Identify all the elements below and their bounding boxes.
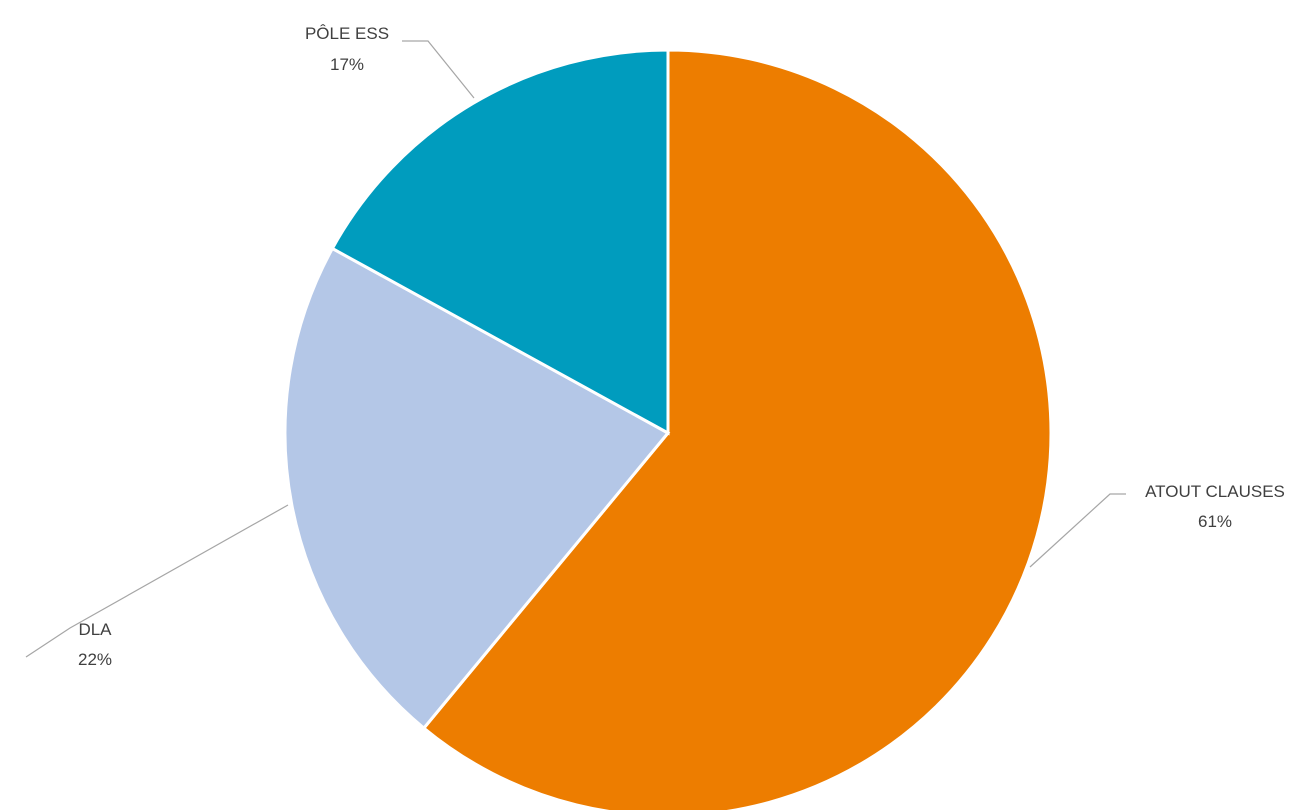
data-label-value-atout-clauses: 61% — [1198, 512, 1232, 531]
pie-slice-pole-ess — [330, 48, 670, 436]
pie-slices — [283, 48, 1053, 810]
leader-lines — [25, 40, 1126, 658]
data-label-name-dla: DLA — [78, 620, 112, 639]
data-label-value-dla: 22% — [78, 650, 112, 669]
data-labels: ATOUT CLAUSES 61% DLA 22% PÔLE ESS 17% — [78, 24, 1285, 669]
leader-line-pole-ess — [402, 40, 475, 99]
pie-slice-dla — [283, 246, 671, 731]
data-label-name-atout-clauses: ATOUT CLAUSES — [1145, 482, 1285, 501]
leader-line-atout-clauses — [1029, 493, 1126, 568]
data-label-value-pole-ess: 17% — [330, 55, 364, 74]
data-label-name-pole-ess: PÔLE ESS — [305, 24, 389, 43]
pie-slice-atout-clauses — [421, 48, 1053, 810]
leader-line-dla — [25, 504, 289, 658]
